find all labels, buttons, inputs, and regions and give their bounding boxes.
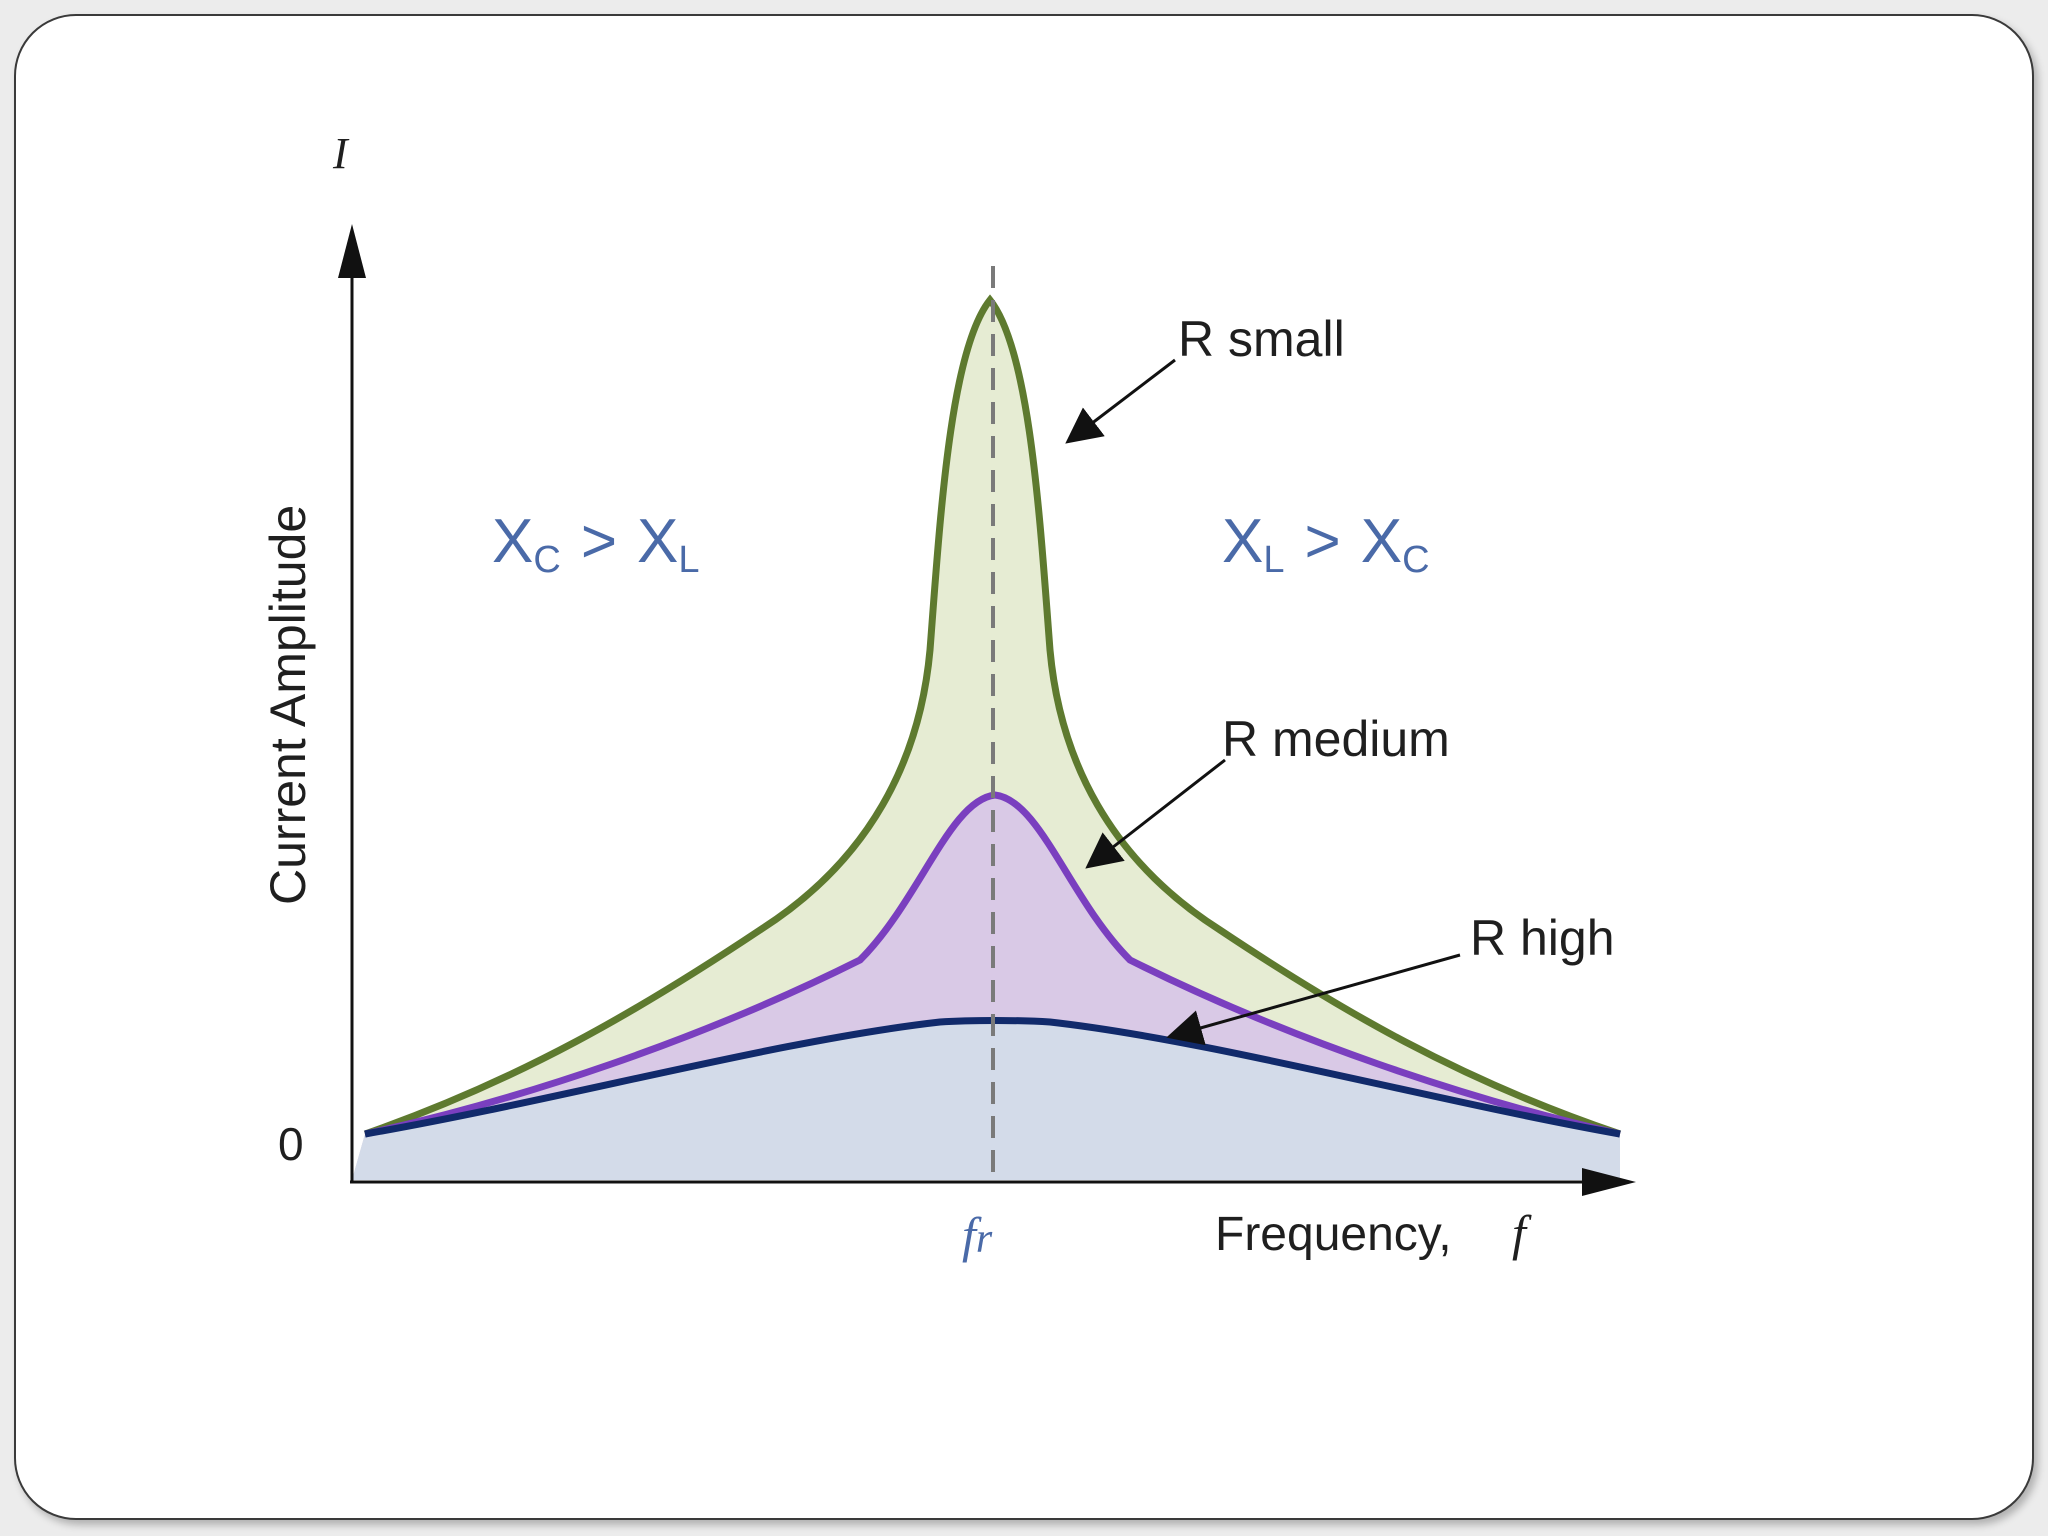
- y-axis-label: Current Amplitude: [260, 505, 316, 905]
- y-axis-symbol: I: [332, 129, 350, 178]
- zero-label: 0: [278, 1118, 304, 1170]
- r-small-area: [352, 300, 1620, 1180]
- region-right-label: XL > XC: [1222, 507, 1430, 581]
- x-axis-symbol: f: [1512, 1205, 1532, 1261]
- resonance-frequency-label: fr: [962, 1207, 993, 1263]
- r-small-leader-arrow: [1065, 358, 1176, 444]
- r-medium-label: R medium: [1222, 711, 1450, 767]
- r-medium-leader-arrow: [1085, 758, 1226, 869]
- r-small-label: R small: [1178, 311, 1345, 367]
- r-high-area: [352, 1020, 1620, 1180]
- r-high-label: R high: [1470, 910, 1615, 966]
- region-left-label: XC > XL: [492, 507, 700, 581]
- x-axis-label: Frequency,: [1215, 1208, 1452, 1261]
- r-small-curve: [363, 294, 1622, 1138]
- r-high-leader-arrow: [1166, 953, 1461, 1046]
- x-axis-arrow-icon: [1582, 1168, 1636, 1196]
- y-axis-arrow-icon: [338, 224, 366, 278]
